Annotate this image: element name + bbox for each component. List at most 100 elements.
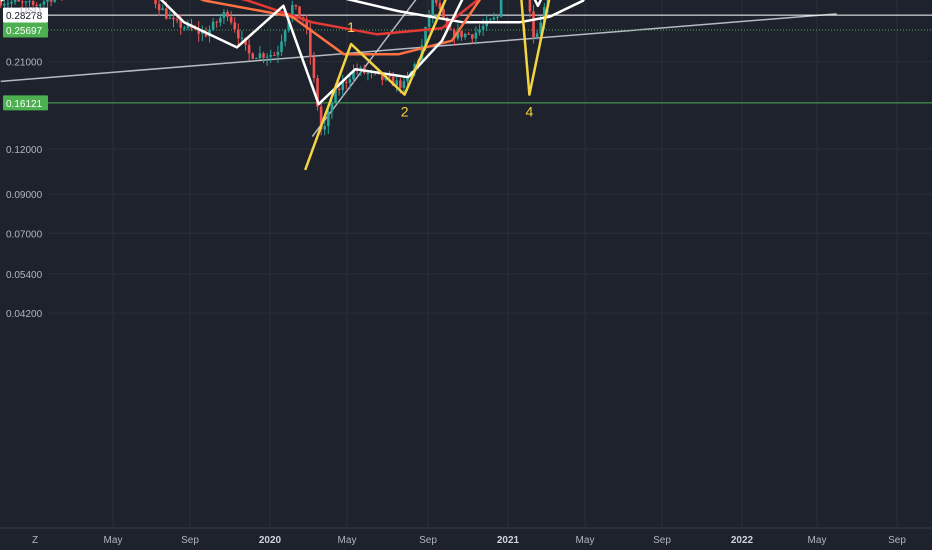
candle-body [467,33,471,35]
candle-body [456,30,460,39]
candle-body [312,57,316,79]
candle-body [28,1,31,3]
candle-body [237,29,240,39]
candle-body [460,30,463,38]
moving-averages [0,0,585,106]
price-tag-value: 0.16121 [6,99,43,110]
candle-body [42,1,46,5]
candle-body [6,3,10,5]
y-tick-label: 0.05400 [6,270,43,281]
candle-body [10,1,13,4]
candle-body [53,0,57,2]
candle-body [201,32,204,34]
candle-body [327,111,330,127]
price-tag [3,22,48,38]
candle-body [449,29,453,31]
candle-body [406,77,409,82]
candle-body [330,102,334,112]
candle-body [345,82,348,84]
candle-body [0,0,3,6]
moving-average-line [199,0,482,56]
candle-body [528,0,532,12]
y-tick-label: 0.09000 [6,190,43,201]
candle-body [442,8,445,18]
x-tick-label: 2020 [259,535,282,546]
candle-body [402,81,406,88]
y-tick-label: 0.04200 [6,309,43,320]
candle-body [535,33,539,38]
x-tick-label: May [576,535,595,546]
candle-body [348,79,352,83]
moving-average-line [240,0,480,36]
x-tick-label: Z [32,535,38,546]
y-tick-label: 0.21000 [6,58,43,69]
candle-body [215,21,219,23]
x-tick-label: Sep [419,535,437,546]
price-tag [3,7,48,23]
x-tick-label: Sep [181,535,199,546]
candle-body [287,18,291,31]
candle-body [366,73,370,75]
y-tick-label: 0.12000 [6,145,43,156]
wave-label-1: 1 [347,19,355,35]
price-axis[interactable]: 3.200001.800001.400000.800000.600000.450… [6,0,43,321]
candle-body [168,17,172,19]
candle-body [172,17,175,20]
candle-body [31,1,35,5]
candle-body [499,0,503,17]
time-axis[interactable]: Z May Sep 2020 May Sep 2021 May Sep 2022 May Sep [0,527,932,546]
currency-label: USD [20,6,41,17]
candle-body [204,32,208,37]
chart-grid [48,0,932,528]
candle-body [255,58,258,60]
candle-body [492,17,496,20]
candle-body [352,70,355,80]
candle-body [435,0,438,3]
moving-average-line [0,0,543,106]
price-tag-value: 0.28278 [6,11,43,22]
candle-body [413,64,417,72]
candle-body [39,4,42,6]
candle-body [262,53,265,58]
candle-body [258,53,262,59]
candle-body [219,18,222,23]
wave-label-2: 2 [401,104,409,120]
candle-body [474,32,478,39]
candle-body [319,106,323,130]
trendline [0,13,837,83]
candle-body [226,12,229,17]
candle-body [388,76,391,78]
candle-body [229,16,233,23]
x-tick-label: 2022 [731,535,754,546]
candle-body [269,55,273,57]
candle-body [154,0,157,4]
x-tick-label: 2021 [497,535,520,546]
candle-body [46,0,49,2]
candle-body [21,1,24,3]
candle-body [265,56,269,58]
candle-body [294,5,298,7]
candle-body [161,8,165,11]
candle-body [175,19,179,21]
candle-body [24,1,28,3]
candle-body [35,4,39,6]
candle-body [399,80,402,88]
candle-body [247,44,251,54]
price-tag-value: 0.25697 [6,26,43,37]
x-tick-label: May [104,535,123,546]
candle-body [431,0,435,16]
candle-body [298,6,301,18]
candle-body [240,37,244,39]
price-tags: 2.524831.126831.065404d 22h0.282780.2569… [3,7,48,111]
candle-body [337,88,341,91]
candle-body [539,22,543,34]
candle-body [291,5,294,19]
candle-body [316,78,319,107]
candle-body [438,2,442,9]
elliott-wave [304,0,551,171]
candle-body [453,30,456,39]
candle-body [157,3,161,11]
candle-body [251,53,255,59]
candle-body [309,28,312,58]
